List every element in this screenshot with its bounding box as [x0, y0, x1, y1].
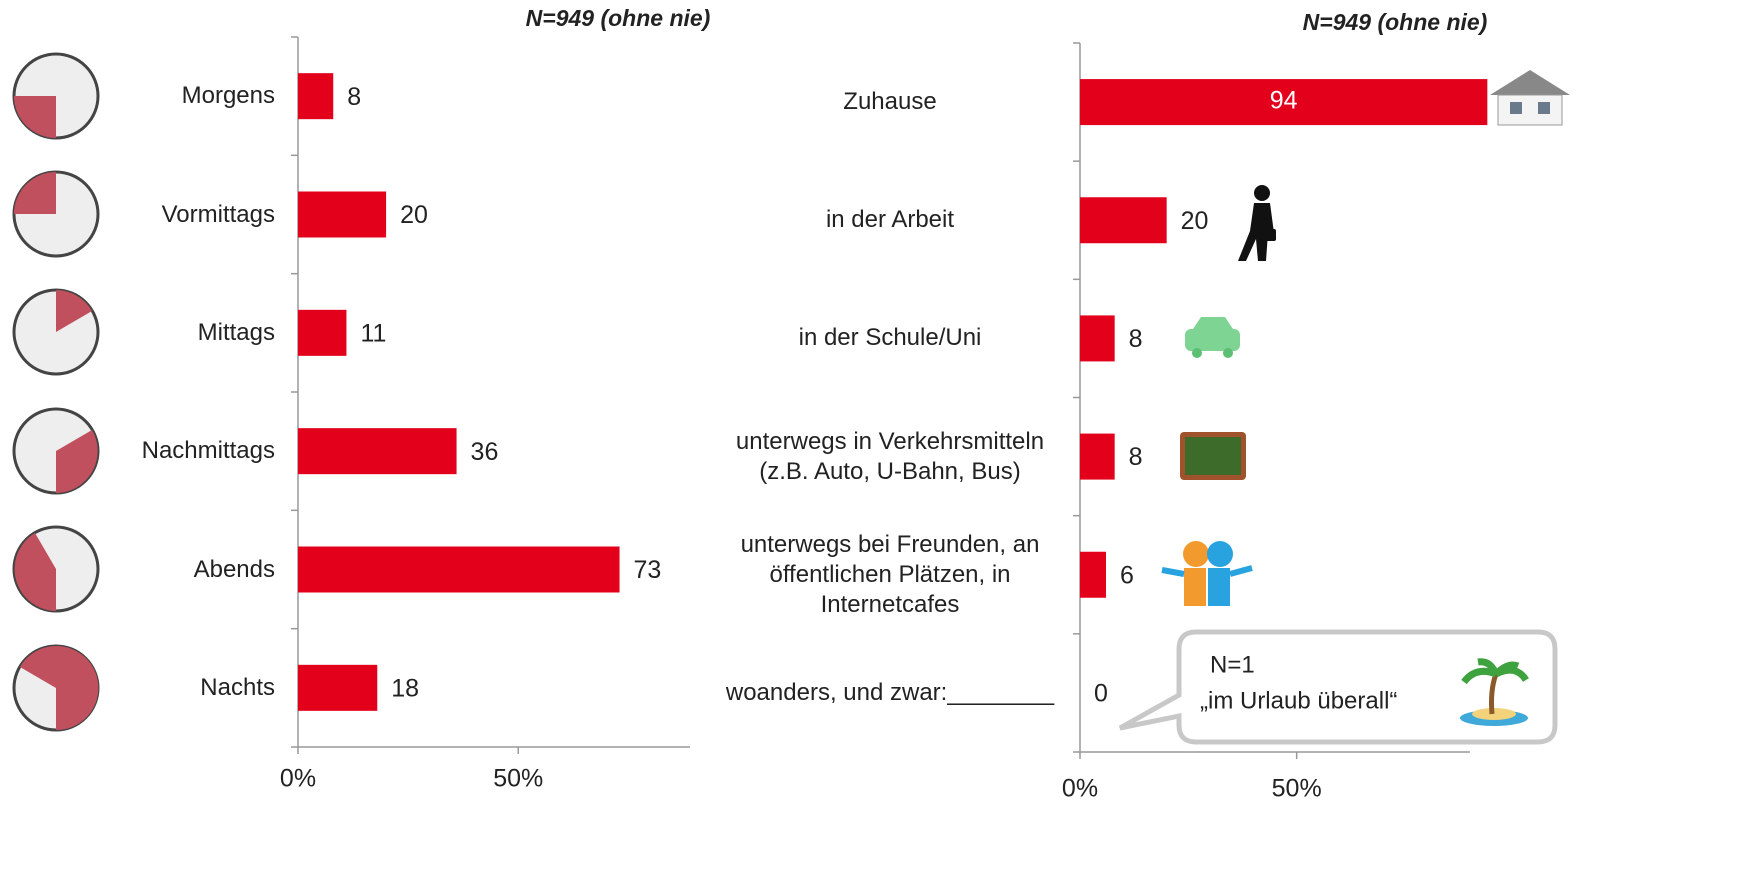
category-label: unterwegs in Verkehrsmitteln (z.B. Auto,… — [715, 407, 1065, 507]
x-tick-label: 0% — [1062, 775, 1098, 803]
bar — [298, 310, 346, 356]
value-label: 20 — [400, 201, 428, 229]
category-label: Nachmittags — [15, 401, 275, 501]
bar — [298, 73, 333, 119]
bar — [1080, 434, 1115, 480]
value-label: 20 — [1181, 207, 1209, 235]
category-label: Abends — [15, 520, 275, 620]
value-label: 94 — [1270, 87, 1298, 115]
value-label: 8 — [1129, 443, 1143, 471]
category-label: Mittags — [15, 283, 275, 383]
category-label: unterwegs bei Freunden, an öffentlichen … — [715, 525, 1065, 625]
chart-title: N=949 (ohne nie) — [1303, 9, 1488, 35]
value-label: 0 — [1094, 680, 1108, 708]
category-label: Zuhause — [715, 52, 1065, 152]
category-label: Nachts — [15, 638, 275, 738]
value-label: 11 — [360, 319, 386, 347]
x-tick-label: 50% — [493, 765, 543, 793]
category-label: Vormittags — [15, 165, 275, 265]
bar — [1080, 197, 1167, 243]
annotation: „im Urlaub überall“ — [1200, 687, 1397, 714]
x-tick-label: 50% — [1272, 775, 1322, 803]
value-label: 8 — [1129, 325, 1143, 353]
value-label: 6 — [1120, 561, 1134, 589]
bar — [298, 665, 377, 711]
bar — [298, 547, 620, 593]
bar — [1080, 552, 1106, 598]
clock-icons — [14, 54, 98, 730]
category-label: woanders, und zwar:________ — [715, 643, 1065, 743]
page: N=949 (ohne nie) 0% 50% 8 20 11 36 73 18 N=949 (o… — [0, 0, 1753, 890]
chart-title: N=949 (ohne nie) — [526, 5, 711, 31]
bar — [298, 192, 386, 238]
category-label: Morgens — [15, 46, 275, 146]
value-label: 36 — [471, 438, 499, 466]
x-tick-label: 0% — [280, 765, 316, 793]
bar — [298, 428, 457, 474]
bar — [1080, 315, 1115, 361]
value-label: 18 — [391, 674, 419, 702]
place-icons — [1162, 70, 1570, 606]
annotation: N=1 — [1210, 651, 1255, 678]
value-label: 8 — [347, 83, 361, 111]
category-label: in der Schule/Uni — [715, 288, 1065, 388]
category-label: in der Arbeit — [715, 170, 1065, 270]
value-label: 73 — [634, 556, 662, 584]
